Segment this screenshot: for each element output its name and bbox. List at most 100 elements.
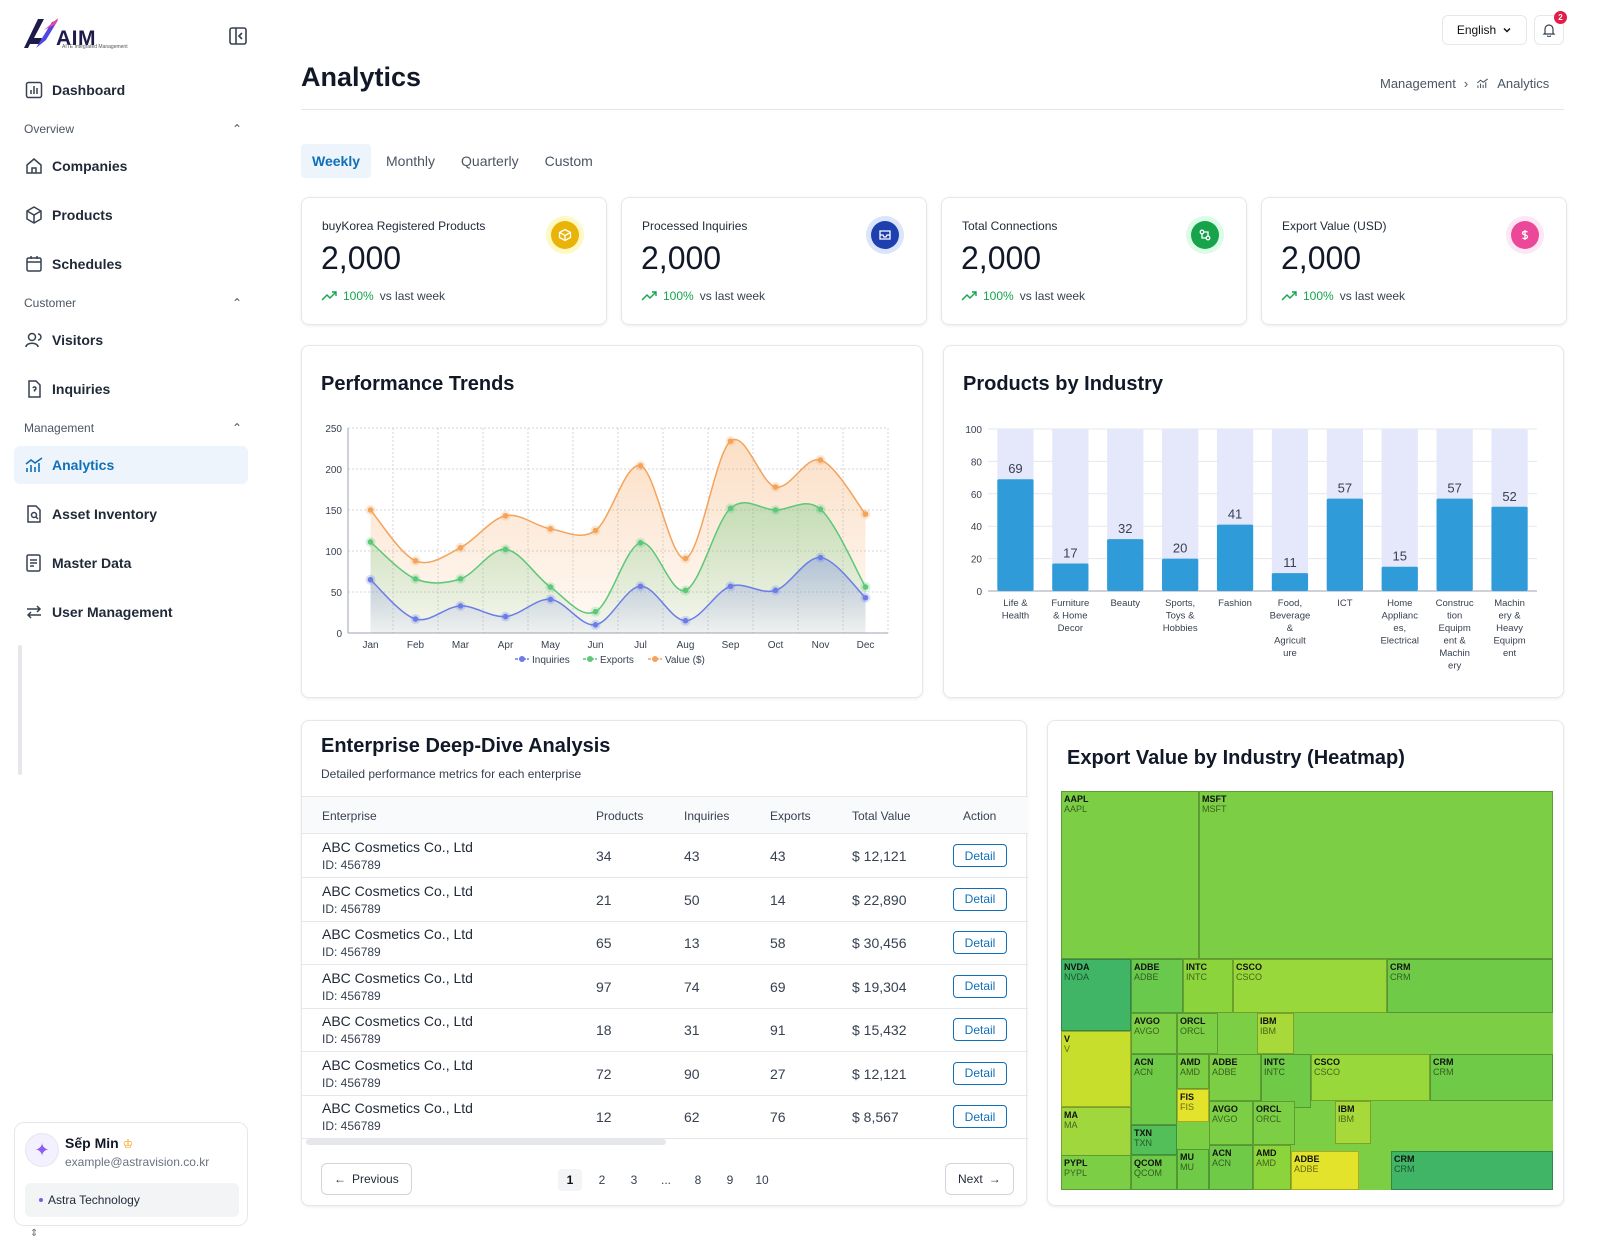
section-management[interactable]: Management ⌃ <box>24 421 242 435</box>
data-point[interactable] <box>412 616 419 622</box>
heatmap-cell[interactable]: CRM CRM <box>1387 959 1553 1013</box>
next-page-button[interactable]: Next → <box>945 1163 1014 1195</box>
detail-button[interactable]: Detail <box>953 1105 1007 1128</box>
data-point[interactable] <box>592 608 599 615</box>
heatmap-cell[interactable]: TXN TXN <box>1131 1125 1177 1155</box>
heatmap-cell[interactable]: CSCO CSCO <box>1311 1054 1430 1101</box>
legend-label[interactable]: Value ($) <box>665 655 705 666</box>
bar[interactable] <box>1491 506 1528 591</box>
sidebar-scrollbar[interactable] <box>18 645 22 775</box>
data-point[interactable] <box>412 558 419 564</box>
language-selector[interactable]: English <box>1442 15 1527 45</box>
data-point[interactable] <box>502 546 509 553</box>
page-number[interactable]: 3 <box>630 1173 638 1187</box>
data-point[interactable] <box>547 596 554 603</box>
data-point[interactable] <box>547 526 554 532</box>
heatmap-cell[interactable]: CRM CRM <box>1430 1054 1553 1101</box>
detail-button[interactable]: Detail <box>953 1018 1007 1041</box>
sidebar-item-user-management[interactable]: User Management <box>14 593 248 631</box>
enterprise-name[interactable]: ABC Cosmetics Co., Ltd <box>322 1100 473 1116</box>
col-total-value[interactable]: Total Value <box>852 809 911 823</box>
breadcrumb-item-management[interactable]: Management <box>1380 76 1456 91</box>
sidebar-item-schedules[interactable]: Schedules <box>14 245 248 283</box>
data-point[interactable] <box>817 457 824 463</box>
data-point[interactable] <box>592 622 599 628</box>
enterprise-name[interactable]: ABC Cosmetics Co., Ltd <box>322 839 473 855</box>
bar[interactable] <box>1107 539 1144 591</box>
heatmap-cell[interactable]: CRM CRM <box>1391 1151 1553 1190</box>
bar[interactable] <box>1271 573 1309 591</box>
heatmap-cell[interactable]: ADBE ADBE <box>1131 959 1183 1013</box>
page-number[interactable]: 8 <box>694 1173 702 1187</box>
section-customer[interactable]: Customer ⌃ <box>24 296 242 310</box>
col-inquiries[interactable]: Inquiries <box>684 809 730 823</box>
heatmap-cell[interactable]: ACN ACN <box>1131 1054 1177 1125</box>
data-point[interactable] <box>682 617 689 624</box>
data-point[interactable] <box>367 576 374 583</box>
tab-custom[interactable]: Custom <box>544 153 593 169</box>
enterprise-name[interactable]: ABC Cosmetics Co., Ltd <box>322 882 473 899</box>
bar[interactable] <box>1436 498 1473 591</box>
heatmap-cell[interactable]: FIS FIS <box>1177 1089 1209 1122</box>
heatmap-cell[interactable]: ADBE ADBE <box>1291 1151 1359 1190</box>
previous-page-button[interactable]: ← Previous <box>321 1163 412 1195</box>
data-point[interactable] <box>457 603 464 609</box>
page-number[interactable]: 2 <box>598 1173 606 1187</box>
data-point[interactable] <box>817 554 824 561</box>
chevron-up-down-icon[interactable]: ⇕ <box>30 1228 39 1239</box>
data-point[interactable] <box>727 583 734 590</box>
bar[interactable] <box>997 479 1034 591</box>
sidebar-item-master-data[interactable]: Master Data <box>14 544 248 582</box>
data-point[interactable] <box>637 540 644 546</box>
heatmap-cell[interactable]: PYPL PYPL <box>1061 1155 1131 1190</box>
data-point[interactable] <box>457 544 464 551</box>
data-point[interactable] <box>547 584 554 590</box>
heatmap-cell[interactable]: IBM IBM <box>1335 1101 1371 1144</box>
heatmap-cell[interactable]: MA MA <box>1061 1107 1131 1161</box>
data-point[interactable] <box>502 512 509 519</box>
data-point[interactable] <box>457 576 464 582</box>
table-horizontal-scrollbar[interactable] <box>306 1139 666 1145</box>
col-exports[interactable]: Exports <box>770 809 811 823</box>
data-point[interactable] <box>817 506 824 512</box>
legend-label[interactable]: Inquiries <box>532 655 570 666</box>
data-point[interactable] <box>367 539 374 545</box>
heatmap-cell[interactable]: NVDA NVDA <box>1061 959 1131 1031</box>
data-point[interactable] <box>862 584 869 590</box>
heatmap-cell[interactable]: AMD AMD <box>1177 1054 1209 1089</box>
heatmap-cell[interactable]: ADBE ADBE <box>1209 1054 1261 1101</box>
data-point[interactable] <box>727 438 734 444</box>
tab-quarterly[interactable]: Quarterly <box>461 153 519 169</box>
data-point[interactable] <box>772 484 779 490</box>
data-point[interactable] <box>592 527 599 534</box>
sidebar-item-inquiries[interactable]: Inquiries <box>14 370 248 408</box>
heatmap-cell[interactable]: ORCL ORCL <box>1177 1013 1218 1054</box>
sidebar-item-dashboard[interactable]: Dashboard <box>14 71 248 109</box>
sidebar-collapse-icon[interactable] <box>228 26 248 46</box>
data-point[interactable] <box>412 576 419 582</box>
col-enterprise[interactable]: Enterprise <box>322 809 377 823</box>
heatmap-cell[interactable]: AVGO AVGO <box>1131 1013 1177 1054</box>
tab-monthly[interactable]: Monthly <box>386 153 436 169</box>
heatmap-cell[interactable]: INTC INTC <box>1261 1054 1311 1108</box>
enterprise-name[interactable]: ABC Cosmetics Co., Ltd <box>322 926 473 942</box>
heatmap-cell[interactable]: ACN ACN <box>1209 1145 1253 1190</box>
data-point[interactable] <box>727 505 734 512</box>
user-profile-card[interactable]: ✦ Sếp Min ♔ example@astravision.co.kr As… <box>14 1122 248 1226</box>
bar[interactable] <box>1216 524 1254 591</box>
data-point[interactable] <box>682 555 689 562</box>
data-point[interactable] <box>637 462 644 469</box>
data-point[interactable] <box>637 583 644 590</box>
bar[interactable] <box>1326 498 1363 591</box>
data-point[interactable] <box>367 507 374 513</box>
detail-button[interactable]: Detail <box>953 844 1007 867</box>
page-number[interactable]: 10 <box>755 1173 769 1187</box>
brand-logo[interactable]: AIM AITE Integrated Management <box>22 16 128 50</box>
sidebar-item-products[interactable]: Products <box>14 196 248 234</box>
data-point[interactable] <box>862 511 869 517</box>
heatmap-cell[interactable]: IBM IBM <box>1257 1013 1294 1054</box>
heatmap-cell[interactable]: INTC INTC <box>1183 959 1233 1013</box>
legend-label[interactable]: Exports <box>600 655 634 666</box>
sidebar-item-asset-inventory[interactable]: Asset Inventory <box>14 495 248 533</box>
